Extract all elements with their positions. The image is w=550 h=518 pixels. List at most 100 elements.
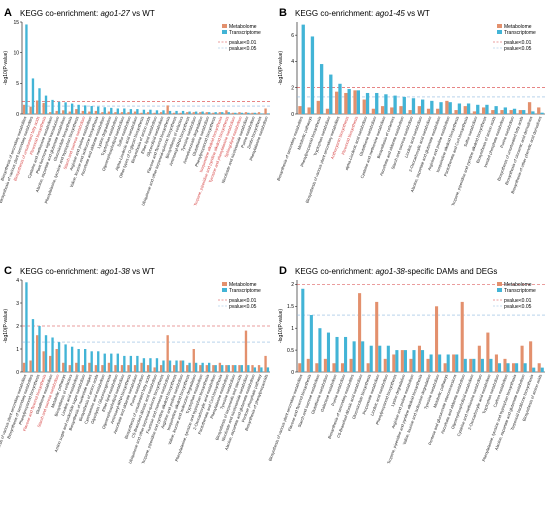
bar-metabolome bbox=[127, 365, 130, 372]
title-italic: ago1-38 bbox=[375, 267, 405, 276]
bar-transcriptome bbox=[214, 112, 217, 114]
bar-metabolome bbox=[392, 354, 396, 372]
bar-transcriptome bbox=[352, 341, 356, 372]
bar-transcriptome bbox=[25, 24, 28, 115]
y-axis-label: -log10(P-value) bbox=[3, 309, 9, 344]
bar-metabolome bbox=[133, 111, 137, 114]
y-tick-label: 10 bbox=[13, 50, 19, 56]
bar-transcriptome bbox=[149, 358, 152, 372]
bar-metabolome bbox=[29, 360, 32, 372]
bar-transcriptome bbox=[38, 88, 41, 114]
bar-metabolome bbox=[107, 362, 111, 372]
legend-label-transcriptome: Transcriptome bbox=[504, 288, 536, 294]
bar-transcriptome bbox=[155, 358, 159, 372]
bar-transcriptome bbox=[97, 351, 100, 372]
bar-metabolome bbox=[146, 112, 150, 114]
legend-swatch-transcriptome bbox=[222, 30, 227, 34]
bar-metabolome bbox=[22, 362, 26, 372]
bar-metabolome bbox=[325, 108, 330, 114]
bar-metabolome bbox=[101, 112, 104, 114]
panel-title: KEGG co-enrichment: ago1-38 vs WT bbox=[20, 267, 155, 276]
bar-metabolome bbox=[323, 358, 327, 372]
bar-metabolome bbox=[463, 106, 467, 114]
bar-metabolome bbox=[173, 112, 176, 114]
bar-transcriptome bbox=[375, 92, 379, 114]
panel-letter: D bbox=[279, 265, 287, 277]
bar-transcriptome bbox=[386, 345, 390, 372]
bar-transcriptome bbox=[227, 365, 230, 372]
bar-metabolome bbox=[35, 100, 39, 114]
bar-metabolome bbox=[527, 102, 532, 114]
bar-transcriptome bbox=[540, 112, 544, 114]
bar-metabolome bbox=[408, 110, 412, 114]
bar-metabolome bbox=[49, 112, 52, 114]
bar-transcriptome bbox=[64, 102, 67, 114]
bar-transcriptome bbox=[266, 113, 270, 114]
bar-metabolome bbox=[509, 110, 513, 114]
bar-metabolome bbox=[166, 105, 169, 114]
legend-swatch-transcriptome bbox=[497, 30, 502, 34]
bar-metabolome bbox=[366, 363, 370, 372]
panel-title: KEGG co-enrichment: ago1-27 vs WT bbox=[20, 9, 155, 18]
bar-transcriptome bbox=[194, 111, 198, 114]
legend-label-metabolome: Metabolome bbox=[229, 24, 257, 30]
title-italic: ago1-27 bbox=[100, 9, 130, 18]
category-label: Biosynthesis of various plant secondary … bbox=[267, 374, 303, 462]
title-suffix: vs WT bbox=[130, 9, 155, 18]
bar-transcriptome bbox=[116, 108, 119, 114]
bar-metabolome bbox=[49, 355, 52, 372]
panel-letter: A bbox=[4, 7, 12, 19]
bar-transcriptome bbox=[162, 360, 165, 372]
bar-metabolome bbox=[88, 111, 91, 114]
bar-transcriptome bbox=[326, 332, 331, 372]
y-tick-label: 6 bbox=[291, 33, 294, 39]
bar-metabolome bbox=[481, 107, 486, 114]
bar-transcriptome bbox=[194, 362, 198, 372]
bar-transcriptome bbox=[347, 89, 351, 114]
bar-metabolome bbox=[371, 108, 376, 114]
bar-transcriptome bbox=[201, 111, 204, 114]
bar-metabolome bbox=[251, 365, 254, 372]
bar-transcriptome bbox=[234, 112, 237, 114]
bar-transcriptome bbox=[110, 353, 113, 372]
bar-transcriptome bbox=[84, 349, 87, 372]
bar-metabolome bbox=[81, 365, 84, 372]
bar-metabolome bbox=[353, 90, 357, 114]
y-tick-label: 1 bbox=[291, 326, 294, 332]
bar-metabolome bbox=[231, 112, 235, 114]
bar-transcriptome bbox=[266, 367, 270, 372]
bar-transcriptome bbox=[214, 365, 217, 372]
bar-transcriptome bbox=[378, 345, 382, 372]
bar-transcriptome bbox=[329, 74, 333, 114]
legend-label-p001: pvalue<0.01 bbox=[229, 298, 257, 304]
bar-metabolome bbox=[537, 107, 541, 114]
bar-metabolome bbox=[153, 112, 156, 114]
bar-metabolome bbox=[426, 358, 430, 372]
bar-transcriptome bbox=[57, 342, 61, 372]
legend-label-p001: pvalue<0.01 bbox=[229, 40, 257, 46]
bar-transcriptome bbox=[57, 101, 61, 114]
y-tick-label: 1 bbox=[16, 347, 19, 353]
bar-transcriptome bbox=[344, 336, 348, 372]
bar-transcriptome bbox=[402, 96, 406, 114]
bar-transcriptome bbox=[142, 358, 146, 372]
bar-transcriptome bbox=[438, 354, 442, 372]
bar-transcriptome bbox=[472, 358, 476, 372]
y-axis-label: -log10(P-value) bbox=[278, 51, 284, 86]
bar-transcriptome bbox=[310, 36, 315, 115]
bar-transcriptome bbox=[44, 95, 48, 114]
bar-metabolome bbox=[94, 110, 98, 114]
bar-transcriptome bbox=[77, 104, 80, 114]
bar-transcriptome bbox=[188, 111, 191, 114]
bar-metabolome bbox=[29, 106, 32, 114]
bar-metabolome bbox=[199, 365, 202, 372]
bar-metabolome bbox=[55, 110, 58, 114]
bar-metabolome bbox=[75, 362, 78, 372]
bar-metabolome bbox=[264, 355, 267, 372]
bar-metabolome bbox=[244, 330, 248, 372]
bar-metabolome bbox=[251, 112, 254, 114]
bar-transcriptome bbox=[421, 350, 425, 372]
bar-transcriptome bbox=[181, 360, 185, 372]
legend-label-p001: pvalue<0.01 bbox=[504, 40, 532, 46]
bar-metabolome bbox=[186, 365, 189, 372]
